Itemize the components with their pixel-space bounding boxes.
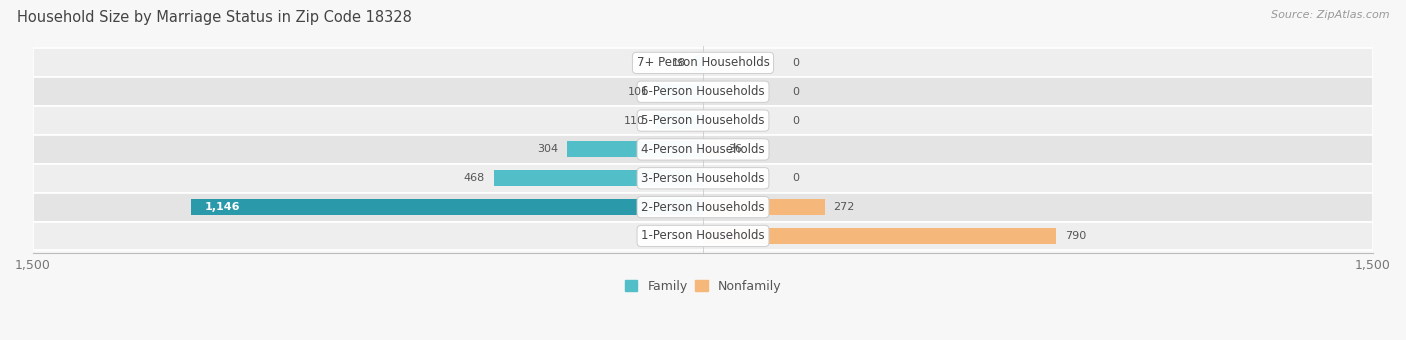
Text: 3-Person Households: 3-Person Households — [641, 172, 765, 185]
Text: Source: ZipAtlas.com: Source: ZipAtlas.com — [1271, 10, 1389, 20]
Text: 468: 468 — [464, 173, 485, 183]
Text: 7+ Person Households: 7+ Person Households — [637, 56, 769, 69]
Text: 1,146: 1,146 — [204, 202, 240, 212]
Text: 790: 790 — [1064, 231, 1085, 241]
Text: 36: 36 — [728, 144, 742, 154]
Text: 0: 0 — [793, 58, 800, 68]
Bar — [32, 164, 1374, 193]
Text: 5-Person Households: 5-Person Households — [641, 114, 765, 127]
Bar — [695, 55, 703, 71]
Bar — [703, 141, 718, 157]
Text: 0: 0 — [793, 87, 800, 97]
Bar — [32, 222, 1374, 250]
Legend: Family, Nonfamily: Family, Nonfamily — [624, 280, 782, 293]
Text: 272: 272 — [834, 202, 855, 212]
Bar — [658, 84, 703, 100]
Text: 18: 18 — [672, 58, 686, 68]
Bar — [32, 193, 1374, 222]
Bar — [703, 199, 824, 215]
Bar — [32, 135, 1374, 164]
Text: 1-Person Households: 1-Person Households — [641, 230, 765, 242]
Bar — [654, 113, 703, 129]
Bar — [494, 170, 703, 186]
Text: 0: 0 — [793, 173, 800, 183]
Text: 6-Person Households: 6-Person Households — [641, 85, 765, 98]
Bar — [32, 49, 1374, 77]
Text: Household Size by Marriage Status in Zip Code 18328: Household Size by Marriage Status in Zip… — [17, 10, 412, 25]
Text: 110: 110 — [624, 116, 645, 125]
Text: 304: 304 — [537, 144, 558, 154]
Text: 2-Person Households: 2-Person Households — [641, 201, 765, 214]
Text: 101: 101 — [628, 87, 650, 97]
Text: 0: 0 — [793, 116, 800, 125]
Bar — [32, 77, 1374, 106]
Bar — [191, 199, 703, 215]
Bar — [567, 141, 703, 157]
Bar — [32, 106, 1374, 135]
Bar — [703, 228, 1056, 244]
Text: 4-Person Households: 4-Person Households — [641, 143, 765, 156]
